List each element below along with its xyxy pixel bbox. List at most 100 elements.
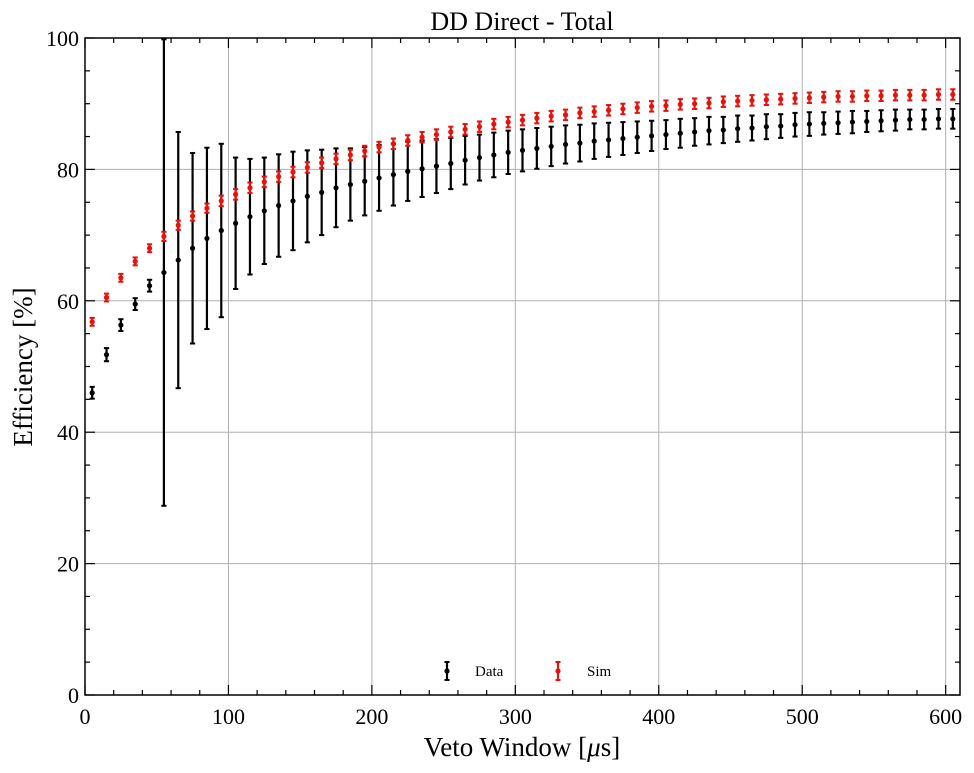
sim-point	[347, 152, 353, 158]
sim-point	[792, 95, 798, 102]
sim-point	[146, 245, 153, 251]
sim-point	[534, 115, 540, 121]
data-point	[247, 214, 253, 220]
legend-label-data: Data	[475, 664, 504, 680]
sim-point	[778, 96, 784, 102]
data-point	[648, 133, 655, 139]
data-point	[233, 220, 239, 226]
data-point	[706, 128, 712, 134]
data-point	[362, 178, 368, 184]
sim-point	[835, 93, 841, 100]
sim-point	[720, 99, 726, 105]
data-point	[189, 245, 196, 251]
sim-point	[448, 129, 454, 135]
legend-marker-sim-point	[555, 668, 561, 674]
legend-marker-data-point	[444, 668, 450, 674]
legend-item-sim: Sim	[555, 661, 612, 681]
sim-point	[548, 113, 554, 119]
data-point	[405, 168, 411, 174]
y-tick-label: 80	[57, 157, 79, 182]
x-tick-label: 0	[80, 704, 91, 729]
data-point	[505, 149, 511, 155]
data-point	[634, 134, 640, 140]
data-point	[304, 193, 310, 199]
legend: Data Sim	[444, 661, 612, 681]
sim-point	[907, 92, 913, 98]
data-point	[605, 137, 612, 143]
data-point	[347, 181, 353, 188]
data-point	[835, 120, 841, 126]
data-point	[276, 202, 282, 209]
x-axis-title: Veto Window [μs]	[424, 732, 620, 762]
sim-point	[605, 107, 612, 113]
tick-labels: 0 100 200 300 400 500 600 0 20 40 60 80 100	[46, 26, 962, 729]
data-point	[663, 131, 669, 138]
data-point	[118, 322, 124, 328]
data-point	[935, 116, 942, 122]
y-tick-label: 20	[57, 552, 79, 577]
data-point	[577, 140, 583, 146]
sim-point	[749, 97, 755, 104]
sim-point	[405, 137, 411, 144]
data-points	[89, 91, 956, 396]
data-point	[620, 135, 626, 142]
data-point	[778, 123, 784, 129]
data-point	[735, 126, 741, 132]
sim-point	[261, 179, 267, 185]
sim-point	[692, 101, 698, 107]
sim-point	[419, 134, 425, 140]
sim-point	[878, 93, 884, 99]
y-axis-title: Efficiency [%]	[8, 287, 38, 446]
data-point	[677, 130, 683, 136]
data-point	[161, 269, 167, 276]
sim-point	[333, 156, 339, 162]
axis-ticks	[84, 37, 960, 696]
data-point	[261, 208, 267, 214]
data-point	[720, 127, 726, 133]
sim-point	[921, 92, 927, 98]
chart-title: DD Direct - Total	[430, 7, 613, 36]
sim-point	[189, 213, 196, 219]
x-tick-label: 300	[499, 704, 532, 729]
sim-point	[319, 160, 325, 166]
data-point	[175, 257, 181, 263]
data-point	[376, 175, 382, 181]
data-point	[907, 116, 913, 123]
sim-point	[247, 185, 253, 191]
y-tick-label: 40	[57, 420, 79, 445]
x-axis-title-tail: s]	[601, 732, 621, 762]
sim-point	[376, 144, 382, 150]
data-point	[146, 283, 153, 289]
sim-point	[218, 198, 224, 204]
data-point	[290, 198, 296, 204]
sim-point	[591, 108, 597, 115]
data-point	[476, 154, 483, 161]
data-point	[491, 152, 497, 158]
sim-point	[433, 131, 440, 138]
x-tick-label: 500	[786, 704, 819, 729]
data-point	[448, 160, 454, 167]
data-point	[89, 390, 95, 396]
data-point	[749, 125, 755, 131]
sim-point	[634, 105, 640, 111]
data-point	[763, 124, 769, 130]
data-point	[921, 116, 927, 123]
sim-point	[864, 93, 870, 99]
sim-point	[663, 103, 669, 109]
sim-point	[763, 97, 769, 103]
data-point	[534, 145, 540, 151]
sim-point	[620, 106, 626, 112]
data-point	[878, 118, 884, 124]
y-tick-label: 100	[46, 26, 79, 51]
sim-point	[89, 319, 95, 325]
sim-point	[462, 126, 468, 132]
error-bars	[89, 38, 956, 507]
data-point	[821, 120, 827, 127]
sim-point	[677, 101, 683, 107]
x-tick-label: 600	[929, 704, 962, 729]
data-point	[319, 189, 325, 195]
sim-point	[577, 110, 583, 116]
sim-point	[821, 94, 827, 100]
sim-point	[233, 191, 239, 197]
